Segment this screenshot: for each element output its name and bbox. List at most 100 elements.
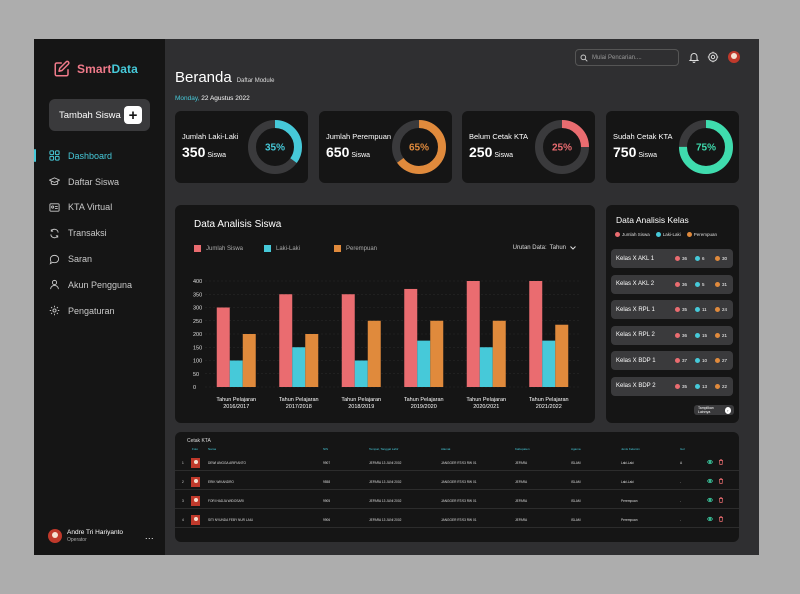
x-tick-label: Tahun Pelajaran [279, 397, 319, 403]
sort-value: Tahun [549, 245, 566, 251]
search-placeholder: Mulai Pencarian.... [592, 54, 642, 61]
cell-gender: Laki-Laki [621, 480, 634, 484]
current-date: Monday, 22 Agustus 2022 [175, 95, 250, 102]
y-tick-label: 400 [193, 279, 202, 285]
cell-ttl: JEPARA 13 JUNI 2002 [369, 480, 402, 484]
class-name: Kelas X AKL 2 [616, 281, 655, 287]
cell-gender: Perempuan [621, 518, 638, 522]
eye-icon[interactable] [707, 516, 713, 522]
sort-dropdown[interactable]: Urutan Data: Tahun [513, 245, 577, 251]
search-input[interactable]: Mulai Pencarian.... [575, 49, 679, 66]
sidebar-item-kta-virtual[interactable]: KTA Virtual [34, 195, 165, 221]
class-row[interactable]: Kelas X BDP 1 37 10 27 [611, 351, 733, 370]
cell-agama: ISLAM [571, 499, 581, 503]
sidebar-item-pengaturan[interactable]: Pengaturan [34, 298, 165, 324]
sidebar-item-dashboard[interactable]: Dashboard [34, 143, 165, 169]
class-row[interactable]: Kelas X RPL 2 36 15 21 [611, 325, 733, 345]
eye-icon[interactable] [707, 497, 713, 503]
legend-item: Jumlah Siswa [194, 245, 264, 252]
legend-swatch [264, 245, 271, 252]
class-row[interactable]: Kelas X AKL 1 36 6 30 [611, 249, 733, 268]
chevron-right-icon: › [724, 406, 731, 414]
bar-jumlah-siswa [341, 294, 355, 387]
column-header: Kabupaten [515, 447, 530, 451]
sidebar-item-label: Saran [68, 254, 93, 265]
legend-item: Laki-Laki [655, 232, 681, 238]
chart-legend: Jumlah Siswa Laki-Laki Perempuan [194, 245, 377, 252]
cell-alamat: JANGGER RT/03 RW 01 [441, 480, 477, 484]
row-actions [707, 497, 724, 503]
table-row[interactable]: 3 FORI HADJA WIDOSARI 9905 JEPARA 13 JUN… [175, 493, 739, 509]
table-row[interactable]: 4 SITI NYUNDA FEBY NUR LAILI 9906 JEPARA… [175, 512, 739, 528]
column-header: Gol [680, 447, 685, 451]
trash-icon[interactable] [718, 497, 724, 503]
donut-percent: 75% [696, 143, 716, 154]
row-actions [707, 516, 724, 522]
class-values: 35 11 24 [675, 307, 730, 312]
sort-label: Urutan Data: [512, 245, 547, 251]
trash-icon[interactable] [718, 478, 724, 484]
x-tick-label: 2019/2020 [411, 404, 437, 410]
date-day: Monday, [175, 95, 200, 102]
class-row[interactable]: Kelas X BDP 2 35 13 22 [611, 376, 733, 396]
bar-perempuan [492, 320, 506, 387]
user-info: Andre Tri Hariyanto Operator [67, 529, 123, 542]
eye-icon[interactable] [707, 478, 713, 484]
user-profile[interactable]: Andre Tri Hariyanto Operator ... [48, 529, 154, 543]
show-more-button[interactable]: Tampilkan Lainnya › [694, 405, 734, 415]
bar-jumlah-siswa [279, 294, 293, 387]
donut-arc [535, 120, 589, 174]
donut-chart: 25% [535, 120, 589, 174]
row-number: 3 [182, 499, 184, 503]
bell-icon[interactable] [688, 51, 700, 63]
bar-laki-laki [229, 360, 243, 387]
class-name: Kelas X AKL 1 [616, 255, 655, 262]
bar-laki-laki [542, 340, 556, 387]
x-tick-label: Tahun Pelajaran [341, 397, 381, 403]
stat-value: 750 Siswa [613, 144, 658, 160]
bar-perempuan [555, 324, 569, 387]
sidebar-item-daftar-siswa[interactable]: Daftar Siswa [34, 169, 165, 195]
user-role: Operator [67, 536, 87, 543]
donut-arc [248, 120, 302, 174]
cell-alamat: JANGGER RT/03 RW 01 [441, 518, 477, 522]
cell-kabupaten: JEPARA [515, 461, 528, 465]
class-row[interactable]: Kelas X AKL 2 36 5 31 [611, 274, 733, 294]
legend-swatch [194, 245, 201, 252]
column-header: Foto [192, 447, 199, 451]
page-subtitle: Daftar Module [236, 78, 275, 84]
x-tick-label: Tahun Pelajaran [404, 397, 444, 403]
column-header: Alamat [441, 447, 451, 451]
cell-gol: - [680, 499, 682, 503]
page-title: Beranda Daftar Module [175, 69, 274, 86]
sidebar-item-label: Daftar Siswa [68, 176, 120, 187]
column-header: NIS [323, 447, 329, 451]
table-row[interactable]: 2 ERIK WIKANDRO 9558 JEPARA 13 JUNI 2002… [175, 474, 739, 490]
table-row[interactable]: 1 DEWI ANGGA ARIFIANTO 9907 JEPARA 13 JU… [175, 455, 739, 471]
stat-card-male: Jumlah Laki-Laki 350 Siswa 35% [175, 111, 308, 183]
row-number: 4 [182, 518, 184, 522]
eye-icon[interactable] [707, 459, 713, 465]
class-legend: Jumlah Siswa Laki-Laki Perempuan [615, 232, 717, 238]
column-header: Nama [208, 447, 217, 451]
sidebar-item-saran[interactable]: Saran [34, 246, 165, 272]
sidebar: SmartData Tambah Siswa + Dashboard Dafta… [34, 39, 165, 555]
legend-item: Jumlah Siswa [615, 232, 650, 238]
trash-icon[interactable] [718, 459, 724, 465]
stat-card-female: Jumlah Perempuan 650 Siswa 65% [319, 111, 452, 183]
donut-chart: 65% [392, 120, 446, 174]
cell-ttl: JEPARA 13 JUNI 2002 [369, 461, 402, 465]
y-tick-label: 50 [193, 372, 199, 378]
add-student-button[interactable]: Tambah Siswa + [49, 99, 150, 131]
header-avatar[interactable] [728, 51, 740, 63]
class-row[interactable]: Kelas X RPL 1 35 11 24 [611, 300, 733, 319]
donut-percent: 65% [409, 143, 429, 154]
sidebar-item-transaksi[interactable]: Transaksi [34, 220, 165, 246]
more-options-icon[interactable]: ... [144, 531, 154, 541]
settings-gear-icon[interactable] [707, 51, 719, 63]
sidebar-item-akun-pengguna[interactable]: Akun Pengguna [34, 272, 165, 298]
trash-icon[interactable] [718, 516, 724, 522]
logo[interactable]: SmartData [53, 60, 138, 78]
user-name: Andre Tri Hariyanto [67, 529, 123, 537]
